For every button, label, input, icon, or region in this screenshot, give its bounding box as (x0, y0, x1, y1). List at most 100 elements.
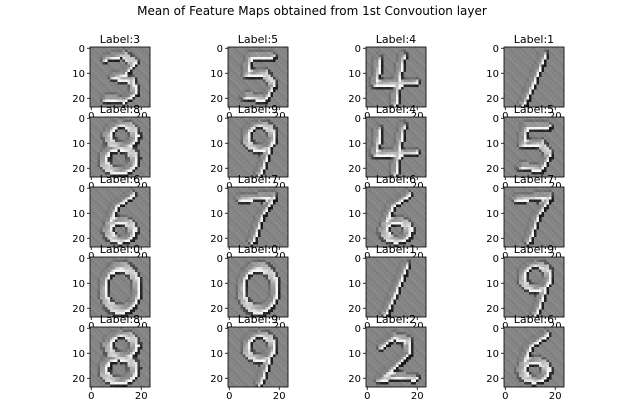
pixel-cell (135, 79, 138, 83)
pixel-cell (413, 132, 417, 135)
pixel-cell (519, 49, 522, 53)
pixel-cell (102, 142, 106, 145)
pixel-cell (559, 117, 562, 120)
pixel-cell (120, 194, 123, 198)
pixel-cell (549, 72, 552, 75)
pixel-cell (117, 152, 121, 155)
pixel-cell (549, 84, 552, 88)
pixel-cell (529, 134, 532, 138)
pixel-cell (117, 69, 121, 73)
pixel-cell (145, 157, 148, 160)
pixel-cell (100, 204, 103, 208)
pixel-cell (413, 169, 417, 173)
pixel-cell (546, 159, 550, 163)
pixel-cell (378, 47, 382, 50)
pixel-cell (408, 174, 412, 178)
pixel-cell (95, 157, 98, 160)
y-tick-label: 0 (493, 44, 499, 55)
pixel-cell (243, 127, 246, 130)
pixel-cell (95, 169, 98, 173)
pixel-cell (120, 82, 123, 85)
pixel-cell (511, 134, 515, 138)
pixel-cell (373, 159, 377, 163)
pixel-cell (125, 72, 128, 75)
pixel-cell (100, 197, 103, 200)
pixel-cell (423, 87, 427, 90)
y-tick-label: 20 (486, 164, 499, 175)
pixel-cell (260, 92, 264, 95)
pixel-cell (110, 174, 113, 178)
pixel-cell (551, 99, 555, 103)
pixel-cell (544, 157, 547, 160)
pixel-cell (421, 69, 424, 73)
pixel-cell (416, 49, 419, 53)
pixel-cell (245, 102, 249, 105)
pixel-cell (511, 52, 515, 55)
pixel-cell (366, 162, 369, 165)
pixel-cell (105, 144, 108, 148)
pixel-cell (373, 129, 377, 133)
pixel-cell (137, 94, 141, 98)
pixel-cell (270, 147, 274, 150)
pixel-cell (270, 47, 274, 50)
pixel-cell (97, 167, 101, 170)
pixel-cell (408, 159, 412, 163)
pixel-cell (258, 162, 261, 165)
pixel-cell (142, 167, 146, 170)
pixel-cell (401, 157, 404, 160)
pixel-cell (368, 129, 372, 133)
pixel-cell (250, 127, 254, 130)
pixel-cell (383, 147, 387, 150)
pixel-cell (416, 52, 419, 55)
pixel-cell (529, 139, 532, 143)
pixel-cell (253, 124, 256, 128)
pixel-cell (92, 47, 96, 50)
pixel-cell (561, 147, 565, 150)
pixel-cell (561, 99, 565, 103)
pixel-cell (393, 117, 397, 120)
pixel-cell (105, 72, 108, 75)
pixel-cell (556, 49, 560, 53)
pixel-cell (265, 49, 269, 53)
pixel-cell (413, 92, 417, 95)
pixel-cell (95, 49, 98, 53)
pixel-cell (90, 172, 93, 175)
pixel-cell (248, 152, 251, 155)
pixel-cell (411, 119, 414, 123)
pixel-cell (265, 137, 269, 140)
pixel-cell (541, 174, 545, 178)
pixel-cell (534, 67, 537, 70)
pixel-cell (376, 64, 379, 68)
pixel-cell (386, 72, 389, 75)
panel-label: Label:8 (100, 103, 140, 116)
pixel-cell (260, 64, 264, 68)
pixel-cell (383, 169, 387, 173)
pixel-cell (529, 84, 532, 88)
pixel-cell (253, 152, 256, 155)
pixel-cell (556, 104, 560, 108)
pixel-cell (511, 117, 515, 120)
pixel-cell (112, 77, 116, 80)
pixel-cell (145, 69, 148, 73)
pixel-cell (102, 62, 106, 65)
pixel-cell (253, 74, 256, 78)
pixel-cell (105, 154, 108, 158)
pixel-cell (230, 47, 234, 50)
pixel-cell (526, 94, 530, 98)
pixel-cell (368, 47, 372, 50)
pixel-cell (105, 119, 108, 123)
pixel-cell (408, 164, 412, 168)
pixel-cell (368, 97, 372, 100)
pixel-cell (401, 89, 404, 93)
pixel-cell (411, 104, 414, 108)
pixel-cell (90, 169, 93, 173)
pixel-cell (559, 162, 562, 165)
pixel-cell (127, 104, 131, 108)
pixel-cell (97, 197, 101, 200)
pixel-cell (135, 77, 138, 80)
pixel-cell (135, 167, 138, 170)
pixel-cell (122, 167, 126, 170)
pixel-cell (524, 59, 527, 63)
pixel-cell (265, 169, 269, 173)
pixel-cell (270, 94, 274, 98)
